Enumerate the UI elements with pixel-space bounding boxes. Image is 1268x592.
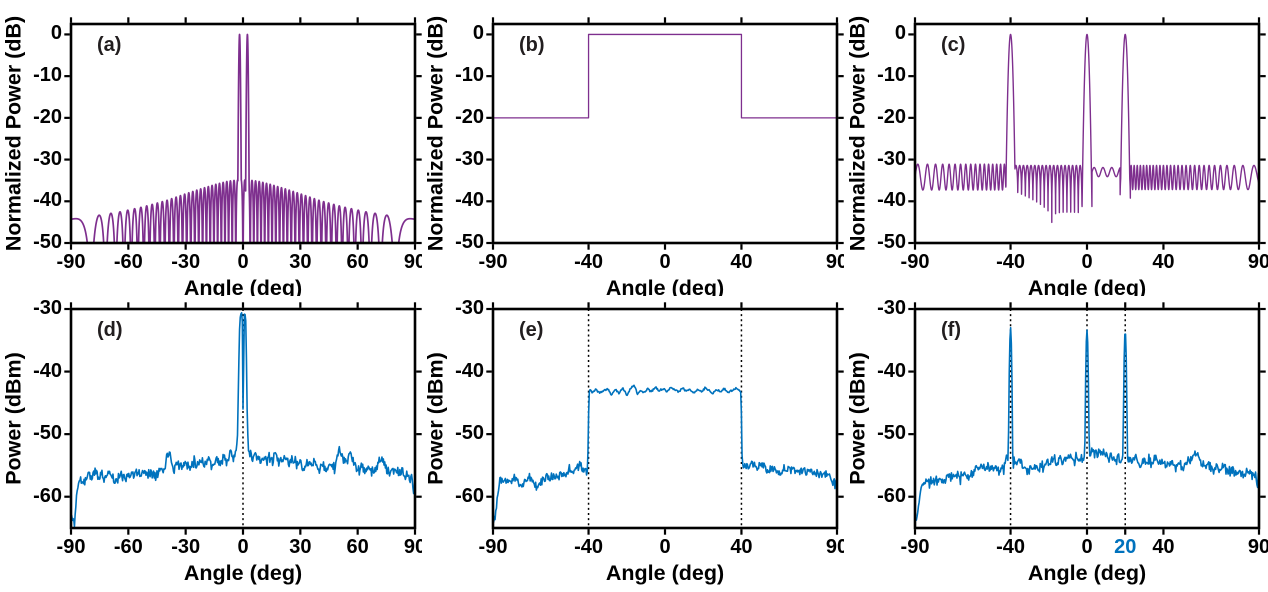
- panel-letter: (a): [97, 34, 122, 56]
- subplot-b: Normalized Power (dB) (b) -90 -40 0 40 90 0 -10-…: [422, 0, 848, 300]
- y-tick-label: -30: [33, 147, 62, 170]
- y-tick-label: 0: [894, 22, 906, 45]
- x-tick-label: 60: [346, 536, 369, 558]
- plot-area: [485, 301, 845, 536]
- x-tick-label: -40: [996, 251, 1025, 273]
- panel-letter: (e): [519, 319, 544, 341]
- plot-area: [907, 16, 1267, 251]
- x-tick-label: -40: [996, 536, 1025, 558]
- x-tick-label: 40: [730, 251, 753, 273]
- x-tick-label: -30: [171, 536, 201, 558]
- y-tick-label: -50: [455, 422, 484, 445]
- x-tick-label: 90: [1247, 536, 1268, 558]
- x-tick-label: 0: [659, 251, 671, 273]
- x-tick-label: 0: [1081, 536, 1093, 558]
- x-tick-label: 30: [289, 251, 312, 273]
- y-tick-label: -10: [455, 64, 484, 87]
- x-tick-label: 20: [1114, 536, 1137, 558]
- x-tick-label: 40: [1152, 251, 1175, 273]
- y-tick-label: -20: [877, 105, 906, 128]
- y-tick-label: -40: [455, 189, 484, 212]
- x-tick-label: -40: [574, 251, 603, 273]
- subplot-e: Power (dBm) (e) -90 -40 0 40 90 -30 -40 -50 -60 Ang…: [422, 296, 848, 592]
- x-tick-label: -60: [113, 251, 143, 273]
- x-tick-label: 0: [1081, 251, 1093, 273]
- x-tick-label: -90: [900, 251, 930, 273]
- x-tick-label: 40: [730, 536, 753, 558]
- y-tick-label: -60: [455, 484, 484, 507]
- y-tick-label: -40: [455, 359, 484, 382]
- y-tick-label: -20: [455, 105, 484, 128]
- y-tick-label: -40: [877, 189, 906, 212]
- y-tick-label: -50: [877, 422, 906, 445]
- panel-letter: (d): [97, 319, 123, 341]
- y-tick-label: -50: [455, 231, 484, 253]
- x-tick-label: 30: [289, 536, 312, 558]
- x-tick-label: 90: [403, 536, 427, 558]
- x-tick-label: -90: [900, 536, 930, 558]
- y-tick-label: -60: [33, 484, 62, 507]
- subplot-c: Normalized Power (dB) (c) -90 -40 0 40 90 0 -10-…: [844, 0, 1268, 300]
- x-axis-label: Angle (deg): [183, 561, 303, 585]
- y-tick-label: -30: [33, 297, 62, 319]
- y-tick-label: -50: [33, 422, 62, 445]
- y-tick-label: 0: [472, 22, 484, 45]
- x-tick-label: 0: [237, 536, 249, 558]
- y-tick-label: -10: [877, 64, 906, 87]
- x-tick-label: -90: [56, 251, 86, 273]
- x-axis-label: Angle (deg): [605, 561, 725, 585]
- x-tick-label: 90: [403, 251, 427, 273]
- y-tick-label: -50: [33, 231, 62, 253]
- y-tick-label: -30: [877, 147, 906, 170]
- plot-area: [63, 16, 423, 251]
- panel-letter: (f): [941, 319, 961, 341]
- x-tick-label: 40: [1152, 536, 1175, 558]
- y-tick-label: -20: [33, 105, 62, 128]
- x-tick-label: 60: [346, 251, 369, 273]
- y-tick-label: -30: [455, 297, 484, 319]
- panel-letter: (b): [519, 34, 545, 56]
- x-tick-label: -30: [171, 251, 201, 273]
- plot-area: [485, 16, 845, 251]
- subplot-d: Power (dBm) (d) -90 -60 -30 0 30 60 90 -30 -40 -50-…: [0, 296, 426, 592]
- x-axis-label: Angle (deg): [1027, 561, 1147, 585]
- y-tick-label: -10: [33, 64, 62, 87]
- y-tick-label: -40: [33, 189, 62, 212]
- subplot-f: Power (dBm) (f) -90 -40 0 20 40 90 -30 -40 -50 -60 A…: [844, 296, 1268, 592]
- y-tick-label: 0: [50, 22, 62, 45]
- panel-letter: (c): [941, 34, 966, 56]
- subplot-a: Normalized Power (dB) (a) -90 -60 -30 0 30 60 90…: [0, 0, 426, 300]
- x-tick-label: 0: [237, 251, 249, 273]
- x-tick-label: -90: [56, 536, 86, 558]
- x-tick-label: 90: [825, 251, 849, 273]
- x-tick-label: -90: [478, 251, 508, 273]
- x-tick-label: 90: [825, 536, 849, 558]
- y-tick-label: -30: [877, 297, 906, 319]
- y-tick-label: -30: [455, 147, 484, 170]
- plot-area: [63, 301, 423, 536]
- y-tick-label: -40: [33, 359, 62, 382]
- x-tick-label: -90: [478, 536, 508, 558]
- y-tick-label: -50: [877, 231, 906, 253]
- y-tick-label: -60: [877, 484, 906, 507]
- y-tick-label: -40: [877, 359, 906, 382]
- x-tick-label: 0: [659, 536, 671, 558]
- x-tick-label: -60: [113, 536, 143, 558]
- x-tick-label: -40: [574, 536, 603, 558]
- x-tick-label: 90: [1247, 251, 1268, 273]
- plot-area: [907, 301, 1267, 536]
